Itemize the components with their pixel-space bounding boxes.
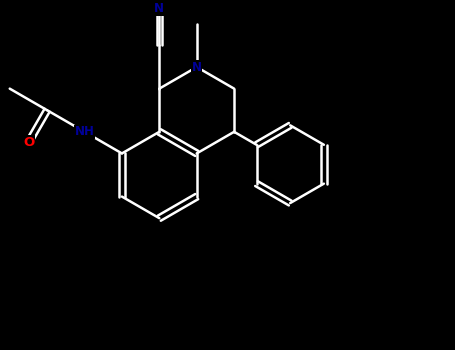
Text: NH: NH: [75, 125, 95, 138]
Text: N: N: [192, 61, 202, 74]
Text: O: O: [23, 135, 35, 148]
Text: N: N: [154, 2, 164, 15]
